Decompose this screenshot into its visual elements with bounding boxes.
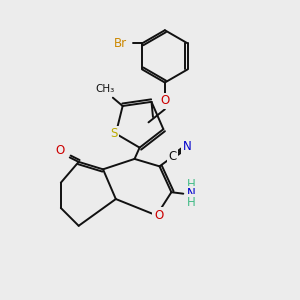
Text: H: H [187, 178, 196, 191]
Text: O: O [154, 209, 163, 222]
Text: N: N [187, 187, 196, 200]
Text: N: N [183, 140, 191, 153]
Text: CH₃: CH₃ [95, 84, 114, 94]
Text: H: H [187, 196, 196, 209]
Text: C: C [169, 150, 177, 163]
Text: O: O [56, 143, 65, 157]
Text: O: O [160, 94, 170, 107]
Text: Br: Br [114, 37, 128, 50]
Text: S: S [110, 127, 117, 140]
